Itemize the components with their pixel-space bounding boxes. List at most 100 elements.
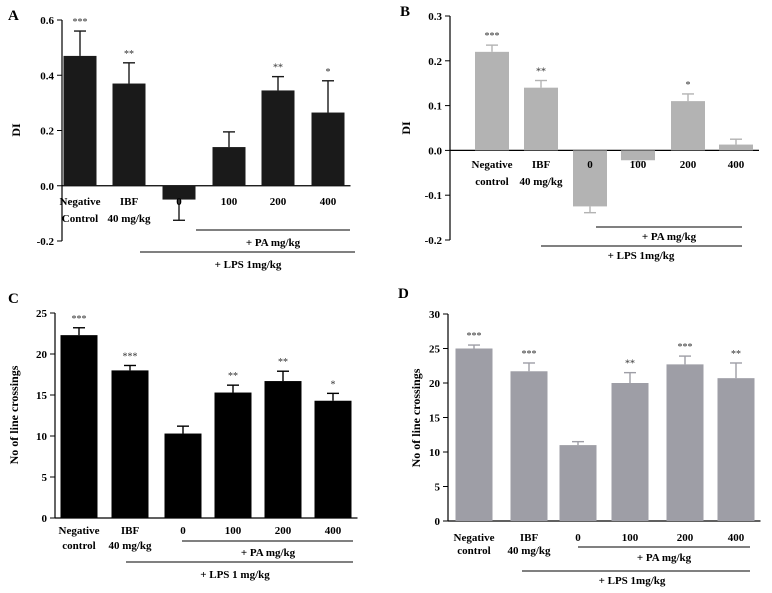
x-tick-label: Negative (472, 159, 513, 171)
significance-label: ** (273, 63, 283, 74)
pa-group-label: + PA mg/kg (642, 231, 697, 243)
x-tick-label: 200 (270, 196, 287, 208)
bar (311, 112, 345, 186)
x-tick-label: Negative (454, 532, 495, 544)
x-tick-label: 40 mg/kg (519, 176, 563, 188)
panel-letter: B (400, 4, 410, 20)
y-tick-label: 0.0 (428, 145, 442, 157)
x-tick-label: 0 (180, 525, 186, 537)
y-tick-label: 0 (42, 513, 48, 525)
bar (621, 150, 655, 161)
y-tick-label: -0.1 (425, 190, 442, 202)
y-tick-label: 30 (429, 309, 441, 321)
x-tick-label: 100 (622, 532, 639, 544)
bar (510, 371, 548, 521)
chart-panel-b: B-0.2-0.10.00.10.20.3DI***Negativecontro… (399, 4, 759, 262)
x-tick-label: IBF (532, 159, 551, 171)
x-tick-label: 200 (680, 159, 697, 171)
pa-group-label: + PA mg/kg (637, 552, 692, 564)
panel-letter: C (8, 291, 19, 307)
significance-label: *** (485, 31, 500, 42)
bar (666, 364, 704, 521)
y-tick-label: 0 (435, 516, 441, 528)
bar (475, 51, 509, 151)
x-tick-label: 40 mg/kg (108, 540, 152, 552)
significance-label: *** (678, 342, 693, 353)
significance-label: *** (72, 314, 87, 325)
y-tick-label: 25 (429, 344, 441, 356)
y-axis-label: DI (399, 121, 413, 135)
lps-group-label: + LPS 1mg/kg (215, 259, 282, 271)
lps-group-label: + LPS 1mg/kg (608, 250, 675, 262)
y-tick-label: 0.2 (428, 56, 442, 68)
x-tick-label: Negative (59, 525, 100, 537)
x-tick-label: 200 (275, 525, 292, 537)
panel-letter: A (8, 8, 19, 24)
x-tick-label: IBF (121, 525, 140, 537)
chart-panel-a: A-0.20.00.20.40.6DI***NegativeControl**I… (8, 8, 355, 271)
bar (214, 392, 252, 518)
bar (314, 400, 352, 518)
x-tick-label: 0 (176, 196, 182, 208)
x-tick-label: 400 (728, 159, 745, 171)
x-tick-label: IBF (120, 196, 139, 208)
y-tick-label: 20 (429, 378, 441, 390)
y-tick-label: 10 (429, 447, 441, 459)
x-tick-label: 400 (320, 196, 337, 208)
significance-label: ** (625, 359, 635, 370)
y-tick-label: 10 (36, 431, 48, 443)
bar (559, 445, 597, 521)
bar (717, 378, 755, 521)
x-tick-label: 400 (728, 532, 745, 544)
x-tick-label: 100 (225, 525, 242, 537)
bar (671, 101, 705, 151)
y-tick-label: 15 (429, 413, 441, 425)
y-tick-label: 0.4 (40, 70, 54, 82)
y-tick-label: -0.2 (37, 236, 55, 248)
y-tick-label: 20 (36, 349, 48, 361)
significance-label: * (686, 80, 691, 91)
bar (719, 144, 753, 151)
lps-group-label: + LPS 1 mg/kg (200, 569, 270, 581)
significance-label: ** (278, 357, 288, 368)
significance-label: *** (467, 331, 482, 342)
significance-label: * (326, 67, 331, 78)
x-tick-label: control (62, 540, 95, 552)
y-tick-label: 0.6 (40, 15, 54, 27)
x-tick-label: 100 (630, 159, 647, 171)
significance-label: *** (522, 349, 537, 360)
y-tick-label: 0.0 (40, 181, 54, 193)
y-tick-label: 5 (435, 482, 441, 494)
bar (264, 381, 302, 518)
chart-panel-d: D 0 5 10 15 20 25 30 No of line crossings *** Nega… (398, 286, 761, 587)
x-tick-label: 40 mg/kg (107, 213, 151, 225)
x-tick-label: control (475, 176, 508, 188)
y-tick-label: 15 (36, 390, 48, 402)
pa-group-label: + PA mg/kg (241, 547, 296, 559)
significance-label: ** (731, 349, 741, 360)
bar (524, 87, 558, 151)
significance-label: *** (123, 351, 138, 362)
bar (162, 185, 196, 200)
bar (261, 90, 295, 186)
y-axis-label: No of line crossings (7, 365, 21, 464)
bar (60, 335, 98, 518)
y-tick-label: 5 (42, 472, 48, 484)
x-tick-label: 0 (587, 159, 593, 171)
x-tick-label: Control (62, 213, 98, 225)
bar (63, 55, 97, 186)
pa-group-label: + PA mg/kg (246, 237, 301, 249)
bar (112, 83, 146, 186)
y-tick-label: 0.3 (428, 11, 442, 23)
x-tick-label: 40 mg/kg (507, 545, 551, 557)
y-axis-label: No of line crossings (409, 368, 423, 467)
y-axis-label: DI (9, 123, 23, 137)
significance-label: ** (536, 67, 546, 78)
x-tick-label: 0 (575, 532, 581, 544)
x-tick-label: control (457, 545, 490, 557)
x-tick-label: 100 (221, 196, 238, 208)
bar (212, 147, 246, 186)
panel-letter: D (398, 286, 409, 302)
bar (111, 370, 149, 518)
